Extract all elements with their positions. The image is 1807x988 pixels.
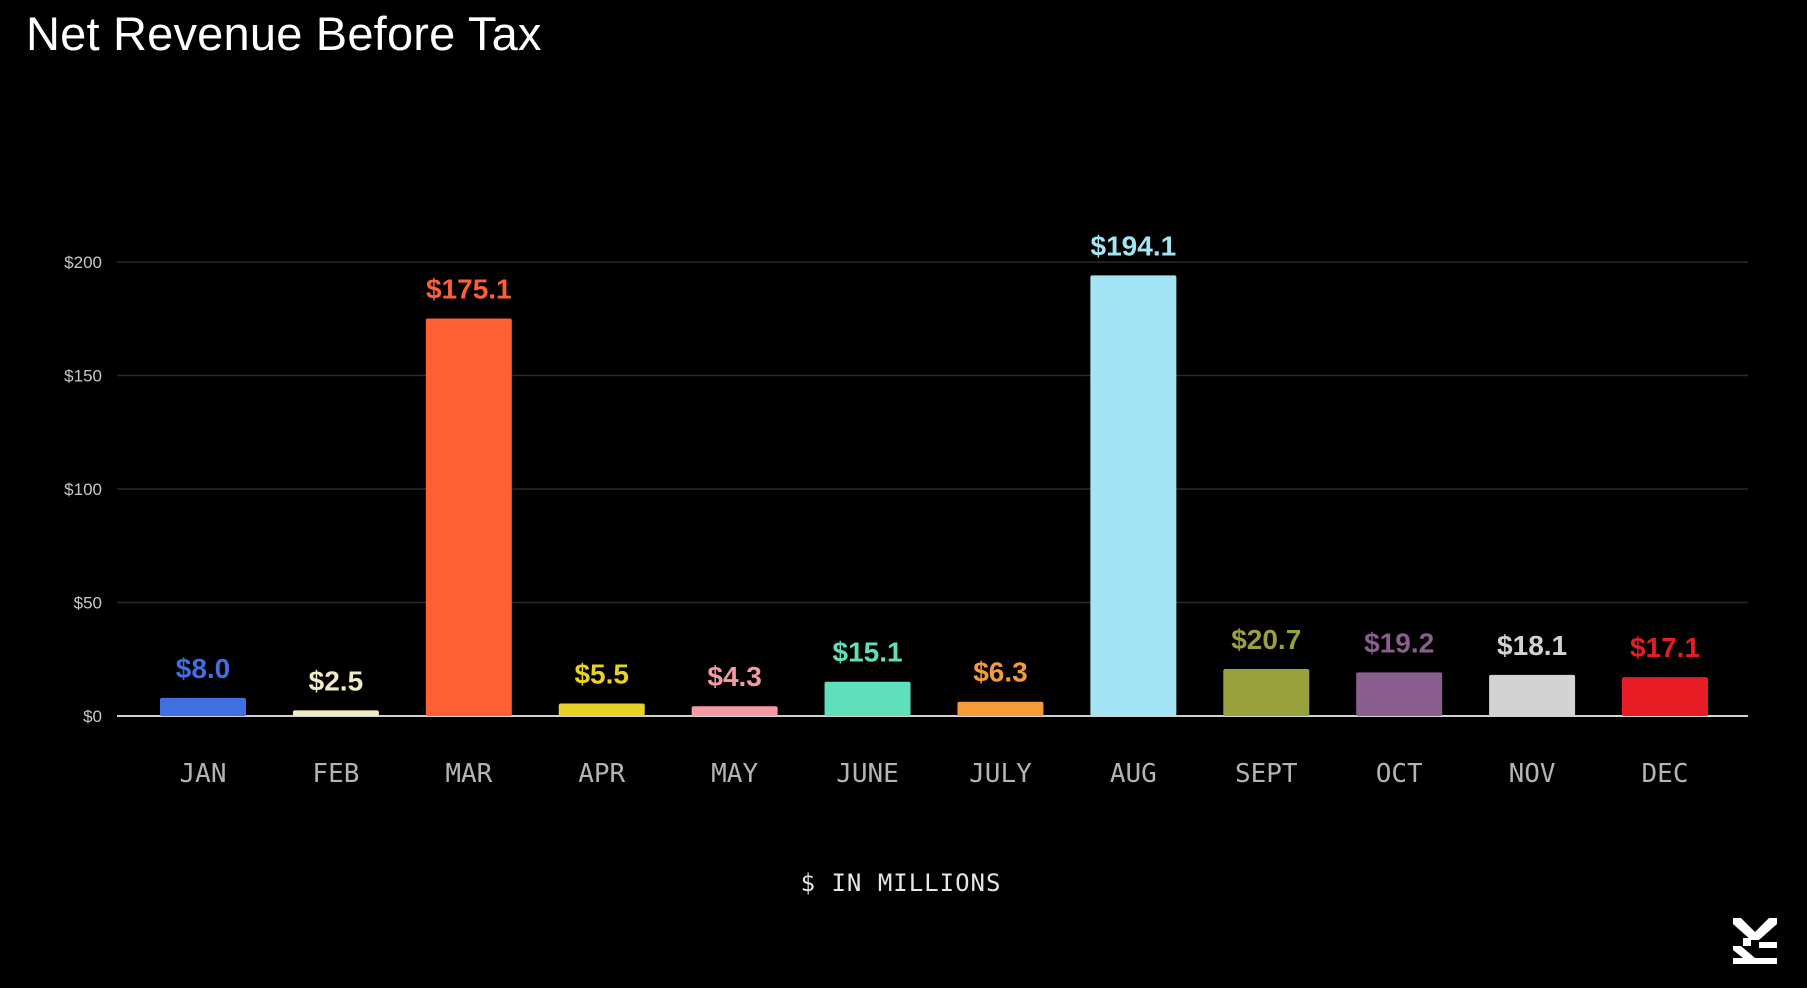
bar-apr xyxy=(558,703,645,716)
data-label-oct: $19.2 xyxy=(1364,627,1434,658)
data-labels: $8.0 $2.5 $175.1 $5.5 $4.3 $15.1 $6.3 $194.1 $20… xyxy=(176,230,1700,696)
bars xyxy=(160,275,1708,716)
chart-title: Net Revenue Before Tax xyxy=(26,7,542,60)
bar-jan xyxy=(160,697,246,716)
x-tick-label: DEC xyxy=(1642,759,1689,789)
data-label-aug: $194.1 xyxy=(1091,230,1177,261)
x-axis-label: $ IN MILLIONS xyxy=(801,869,1002,897)
bar-may xyxy=(691,706,778,716)
brand-logo-icon xyxy=(1733,918,1777,964)
x-tick-label: NOV xyxy=(1509,759,1556,789)
data-label-june: $15.1 xyxy=(833,637,903,668)
x-tick-label: JUNE xyxy=(836,759,899,789)
x-tick-label: OCT xyxy=(1376,759,1423,789)
bar-dec xyxy=(1622,677,1708,716)
x-tick-label: JAN xyxy=(180,759,227,789)
y-tick-label: $100 xyxy=(64,480,102,499)
bar-sept xyxy=(1223,669,1310,716)
data-label-apr: $5.5 xyxy=(574,659,629,690)
y-tick-label: $150 xyxy=(64,367,102,386)
gridlines xyxy=(117,261,1748,717)
y-axis-ticks: $0 $50 $100 $150 $200 xyxy=(64,253,102,726)
x-tick-label: SEPT xyxy=(1235,759,1298,789)
y-tick-label: $200 xyxy=(64,253,102,272)
data-label-sept: $20.7 xyxy=(1231,624,1301,655)
bar-aug xyxy=(1090,275,1177,716)
bar-feb xyxy=(292,710,379,716)
data-label-july: $6.3 xyxy=(973,657,1028,688)
bar-oct xyxy=(1356,672,1443,716)
x-tick-label: FEB xyxy=(312,759,359,789)
bar-july xyxy=(957,701,1044,716)
x-tick-label: APR xyxy=(578,759,625,789)
data-label-jan: $8.0 xyxy=(176,653,231,684)
x-tick-label: MAR xyxy=(445,759,492,789)
x-tick-label: AUG xyxy=(1110,759,1157,789)
data-label-may: $4.3 xyxy=(707,661,762,692)
data-label-dec: $17.1 xyxy=(1630,632,1700,663)
x-axis-ticks: JAN FEB MAR APR MAY JUNE JULY AUG SEPT OCT NOV DEC xyxy=(180,759,1689,789)
bar-june xyxy=(824,681,911,716)
x-tick-label: MAY xyxy=(711,759,758,789)
data-label-feb: $2.5 xyxy=(309,665,364,696)
bar-mar xyxy=(425,318,512,716)
x-tick-label: JULY xyxy=(969,759,1032,789)
data-label-nov: $18.1 xyxy=(1497,630,1567,661)
data-label-mar: $175.1 xyxy=(426,274,512,305)
bar-nov xyxy=(1489,674,1576,716)
y-tick-label: $50 xyxy=(74,594,102,613)
y-tick-label: $0 xyxy=(83,707,102,726)
